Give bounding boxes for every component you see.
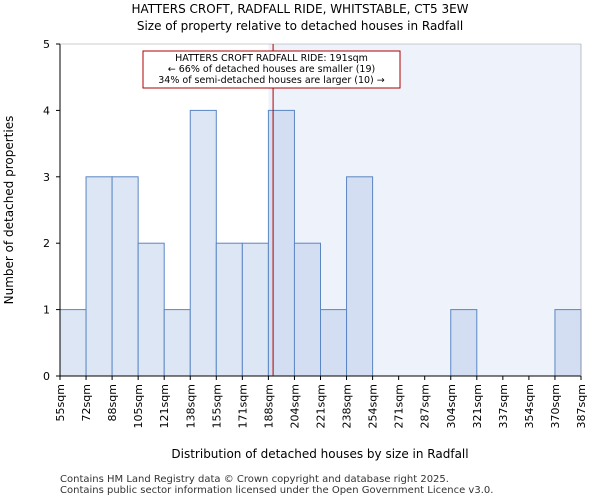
bar-155sqm <box>215 242 243 377</box>
x-tick-label-387sqm: 387sqm <box>575 384 588 428</box>
y-tick-label-3: 3 <box>43 171 50 184</box>
annotation-line-3: 34% of semi-detached houses are larger (… <box>158 75 385 86</box>
bar-105sqm <box>137 242 165 377</box>
x-tick-label-321sqm: 321sqm <box>471 384 484 428</box>
bar-171sqm <box>241 242 269 377</box>
bar-221sqm <box>320 309 348 377</box>
x-tick-label-238sqm: 238sqm <box>341 384 354 428</box>
x-tick-label-287sqm: 287sqm <box>419 384 432 428</box>
bar-121sqm <box>163 309 191 377</box>
x-tick-label-354sqm: 354sqm <box>523 384 536 428</box>
y-tick-label-1: 1 <box>43 304 50 317</box>
bar-138sqm <box>189 109 217 377</box>
x-tick-label-304sqm: 304sqm <box>445 384 458 428</box>
x-tick-label-155sqm: 155sqm <box>210 384 223 428</box>
bar-72sqm <box>85 176 113 377</box>
x-tick-label-370sqm: 370sqm <box>549 384 562 428</box>
x-tick-label-88sqm: 88sqm <box>106 384 119 421</box>
x-tick-label-121sqm: 121sqm <box>158 384 171 428</box>
x-tick-label-72sqm: 72sqm <box>80 384 93 421</box>
bar-88sqm <box>111 176 139 377</box>
x-tick-label-271sqm: 271sqm <box>393 384 406 428</box>
y-tick-label-4: 4 <box>43 104 50 117</box>
bar-204sqm <box>293 242 322 377</box>
bar-304sqm <box>450 309 478 377</box>
bar-55sqm <box>59 309 87 377</box>
bar-188sqm <box>267 109 295 377</box>
x-tick-label-337sqm: 337sqm <box>497 384 510 428</box>
x-tick-label-171sqm: 171sqm <box>236 384 249 428</box>
y-tick-label-5: 5 <box>43 38 50 51</box>
bar-238sqm <box>346 176 374 377</box>
annotation-box <box>142 50 401 89</box>
x-tick-label-138sqm: 138sqm <box>184 384 197 428</box>
x-tick-label-188sqm: 188sqm <box>262 384 275 428</box>
y-tick-label-0: 0 <box>43 370 50 383</box>
x-tick-label-204sqm: 204sqm <box>288 384 301 428</box>
footer-line-1: Contains HM Land Registry data © Crown c… <box>60 474 449 485</box>
x-tick-label-55sqm: 55sqm <box>54 384 67 421</box>
annotation-line-2: ← 66% of detached houses are smaller (19… <box>168 64 375 75</box>
chart-subtitle: Size of property relative to detached ho… <box>136 19 464 33</box>
chart-title: HATTERS CROFT, RADFALL RIDE, WHITSTABLE,… <box>131 2 469 16</box>
y-axis-label: Number of detached properties <box>2 116 16 305</box>
bar-chart: 0 1 2 3 4 5 55sqm 72sqm 88sqm 105sqm 121sqm 138sqm… <box>2 38 588 461</box>
x-axis-label: Distribution of detached houses by size … <box>171 447 468 461</box>
annotation-line-1: HATTERS CROFT RADFALL RIDE: 191sqm <box>175 53 368 64</box>
x-tick-label-105sqm: 105sqm <box>132 384 145 428</box>
x-tick-label-221sqm: 221sqm <box>315 384 328 428</box>
y-tick-label-2: 2 <box>43 237 50 250</box>
bar-370sqm <box>554 309 582 377</box>
footer-line-2: Contains public sector information licen… <box>60 485 494 496</box>
x-tick-label-254sqm: 254sqm <box>367 384 380 428</box>
